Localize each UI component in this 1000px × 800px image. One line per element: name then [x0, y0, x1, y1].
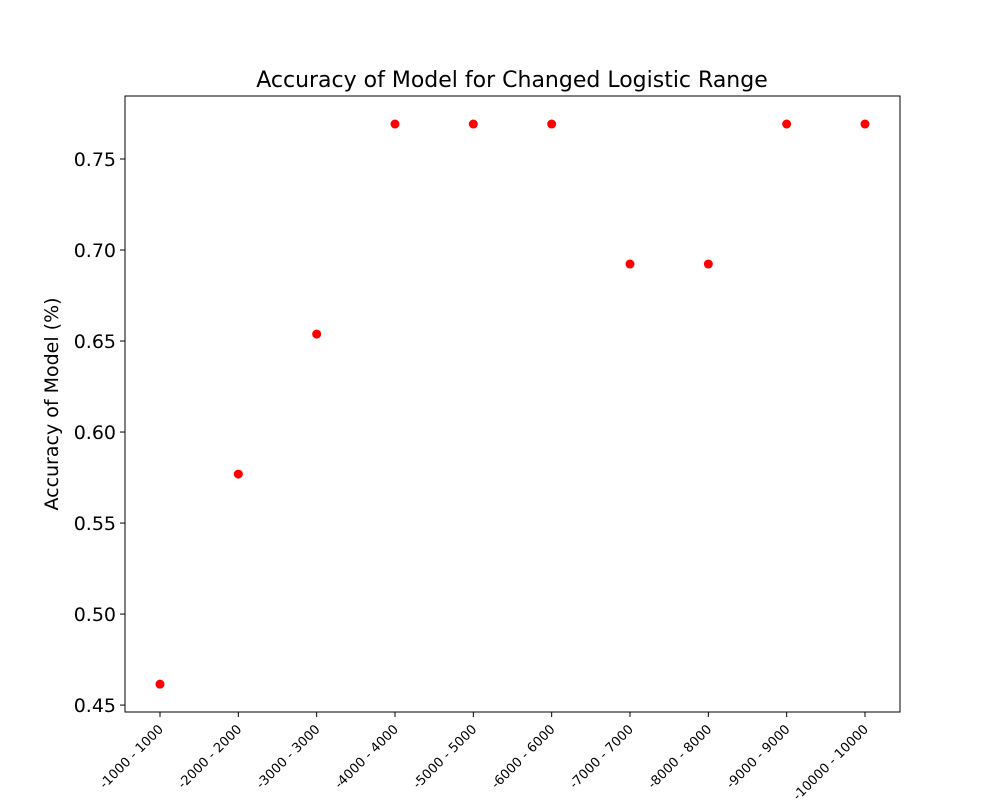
x-tick-label: -7000 - 7000	[567, 722, 637, 792]
data-point	[860, 119, 870, 129]
y-axis-ticks: 0.45 0.50 0.55 0.60 0.65 0.70 0.75	[74, 149, 125, 717]
y-axis-label: Accuracy of Model (%)	[41, 297, 63, 510]
data-point	[390, 119, 400, 129]
y-tick-label: 0.60	[74, 422, 116, 444]
y-tick-label: 0.70	[74, 240, 116, 262]
y-tick-label: 0.55	[74, 513, 116, 535]
data-point	[547, 119, 557, 129]
data-point	[625, 259, 635, 269]
data-point	[233, 469, 243, 479]
y-tick-label: 0.50	[74, 604, 116, 626]
x-tick-label: -9000 - 9000	[724, 722, 794, 792]
plot-area	[124, 95, 901, 713]
x-tick-label: -1000 - 1000	[97, 722, 167, 792]
x-tick-label: -10000 - 10000	[790, 722, 872, 800]
x-tick-label: -6000 - 6000	[489, 722, 559, 792]
y-tick-label: 0.45	[74, 695, 116, 717]
data-point	[468, 119, 478, 129]
x-tick-label: -3000 - 3000	[254, 722, 324, 792]
x-tick-label: -2000 - 2000	[175, 722, 245, 792]
x-axis-ticks: -1000 - 1000 -2000 - 2000 -3000 - 3000 -400…	[97, 712, 872, 800]
data-point	[312, 329, 322, 339]
data-point	[703, 259, 713, 269]
y-tick-label: 0.65	[74, 331, 116, 353]
data-points	[155, 119, 870, 689]
x-tick-label: -4000 - 4000	[332, 722, 402, 792]
chart-title: Accuracy of Model for Changed Logistic R…	[256, 68, 768, 93]
data-point	[782, 119, 792, 129]
data-point	[155, 679, 165, 689]
y-tick-label: 0.75	[74, 149, 116, 171]
x-tick-label: -8000 - 8000	[645, 722, 715, 792]
x-tick-label: -5000 - 5000	[410, 722, 480, 792]
